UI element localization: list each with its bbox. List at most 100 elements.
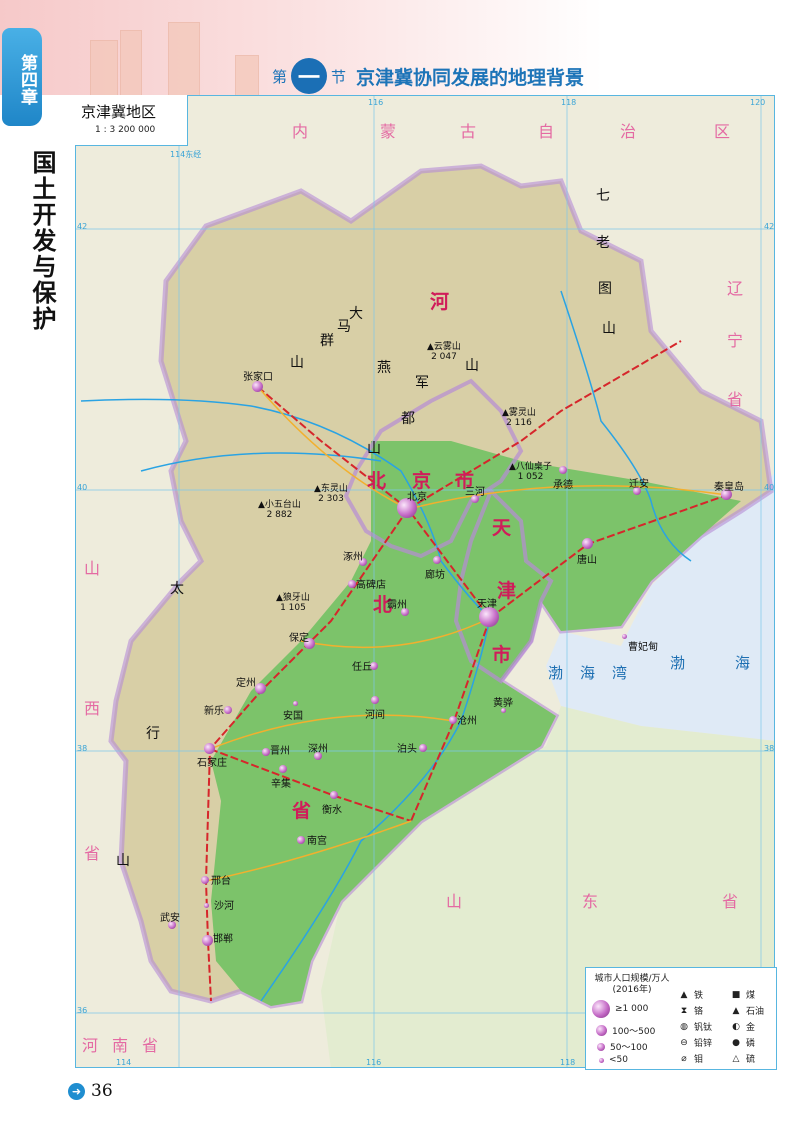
region-label-shanxi: 山 (84, 559, 101, 578)
city-label: 晋州 (270, 746, 290, 757)
highway (407, 484, 728, 510)
peak-name: 小五台山 (264, 500, 301, 510)
region-label-henan: 省 (142, 1036, 159, 1055)
city-marker (449, 716, 457, 724)
city-size-1000-icon (592, 1000, 610, 1018)
city-label: 武安 (160, 913, 180, 924)
region-label-inner_mongolia: 治 (620, 122, 637, 141)
city-label: 曹妃甸 (628, 642, 658, 653)
city-marker (330, 791, 338, 799)
legend-mineral-item: ■ 煤 (731, 988, 755, 1002)
sulfur-icon: △ (732, 1053, 740, 1064)
city-size-small-icon (599, 1057, 604, 1063)
city-marker (303, 637, 315, 649)
peak-name: 云雾山 (433, 342, 461, 352)
header-banner (0, 0, 804, 97)
mountain-label-taihangshan: 山 (116, 853, 130, 869)
peak-elevation: 1 052 (517, 472, 544, 482)
city-label: 保定 (289, 633, 309, 644)
city-size-50-icon (597, 1042, 605, 1051)
city-label: 三河 (465, 487, 485, 498)
vanadium-titanium-icon: ◍ (680, 1021, 688, 1032)
legend-mineral-label: 石油 (746, 1007, 765, 1017)
grid-label: 114东经 (170, 150, 202, 159)
sea-label-bohai-bay: 渤 (548, 664, 564, 682)
peak-elevation: 2 303 (318, 494, 344, 504)
region-label-hebei: 北 (373, 594, 393, 616)
city-label: 北京 (407, 492, 427, 503)
city-marker (251, 380, 263, 392)
grid-label: 120 (750, 98, 766, 107)
grid-label: 38 (764, 744, 775, 753)
city-size-100-icon (596, 1025, 607, 1036)
section-suffix: 节 (331, 67, 347, 86)
mountain-label-taihangshan: 行 (146, 726, 160, 742)
mountain-label-jundushan: 山 (367, 441, 381, 457)
grid-label: 40 (764, 483, 775, 492)
city-marker (262, 748, 270, 756)
region-label-beijing: 北 (367, 470, 387, 492)
peak-name: 雾灵山 (508, 408, 536, 418)
molybdenum-icon: ⌀ (681, 1053, 687, 1064)
legend-mineral-item: ◍ 钒钛 (679, 1020, 712, 1034)
city-label: 安国 (283, 711, 303, 722)
sea-label-bohai: 海 (735, 654, 751, 672)
region-label-henan: 南 (112, 1036, 129, 1055)
legend-title-block: 城市人口规模/万人 (2016年) (592, 974, 672, 996)
region-label-henan: 河 (82, 1036, 99, 1055)
legend-mineral-label: 铬 (694, 1007, 704, 1017)
grid-label: 38 (77, 744, 88, 753)
map-canvas (76, 96, 774, 1067)
tianjin-border (453, 487, 554, 684)
legend-mineral-label: 磷 (746, 1039, 756, 1049)
city-marker (254, 682, 266, 694)
city-marker (168, 921, 176, 929)
legend-year: (2016年) (612, 985, 652, 995)
city-marker (224, 706, 232, 714)
map-title-box: 京津冀地区 1 : 3 200 000 (75, 95, 188, 146)
building-illustration (168, 22, 200, 97)
legend-mineral-label: 铁 (694, 991, 704, 1001)
sea-label-bohai-bay: 湾 (612, 664, 628, 682)
region-label-shandong: 山 (446, 892, 463, 911)
peak-triangle-icon: ▲ (276, 593, 283, 603)
city-marker (370, 662, 378, 670)
chapter-tab[interactable]: 第四章 (2, 28, 42, 126)
highway (209, 714, 455, 750)
map-legend: 城市人口规模/万人 (2016年) ≥1 000 100～500 50～100 … (585, 967, 777, 1070)
legend-mineral-item: ◐ 金 (731, 1020, 755, 1034)
map-scale: 1 : 3 200 000 (95, 125, 156, 135)
city-label: 定州 (236, 678, 256, 689)
hebei-plain-area (211, 441, 741, 1006)
sea-label-bohai: 渤 (670, 654, 686, 672)
peak-triangle-icon: ▲ (509, 462, 516, 472)
city-label: 邯郸 (213, 934, 233, 945)
region-label-hebei: 河 (430, 291, 450, 313)
region-label-inner_mongolia: 内 (292, 122, 309, 141)
mountain-label-jundushan: 都 (401, 411, 415, 427)
mountain-label-damaqun: 山 (290, 355, 304, 371)
chromium-icon: ⧗ (680, 1005, 688, 1016)
peak-name: 八仙桌子 (515, 462, 552, 472)
grid-label: 116 (368, 98, 384, 107)
region-label-tianjin: 市 (492, 644, 512, 666)
region-label-tianjin: 天 (492, 517, 512, 539)
highway (205, 820, 412, 882)
region-label-shanxi: 省 (84, 844, 101, 863)
legend-mineral-item: ⊖ 铅锌 (679, 1036, 713, 1050)
gold-icon: ◐ (732, 1021, 740, 1032)
building-illustration (120, 30, 142, 97)
section-heading: 第 一 节 京津冀协同发展的地理背景 (272, 58, 584, 94)
city-label: 秦皇岛 (714, 482, 744, 493)
region-label-liaoning: 省 (727, 390, 744, 409)
mountain-peak: ▲小五台山 2 882 (258, 500, 301, 520)
city-marker (433, 556, 441, 564)
map-frame (75, 95, 775, 1068)
peak-triangle-icon: ▲ (427, 342, 434, 352)
city-label: 石家庄 (197, 758, 227, 769)
railway (407, 340, 682, 510)
legend-mineral-label: 铅锌 (694, 1039, 713, 1049)
legend-mineral-item: ▲ 铁 (679, 988, 704, 1002)
map-title: 京津冀地区 (81, 103, 157, 121)
page-number-text: 36 (91, 1081, 113, 1101)
